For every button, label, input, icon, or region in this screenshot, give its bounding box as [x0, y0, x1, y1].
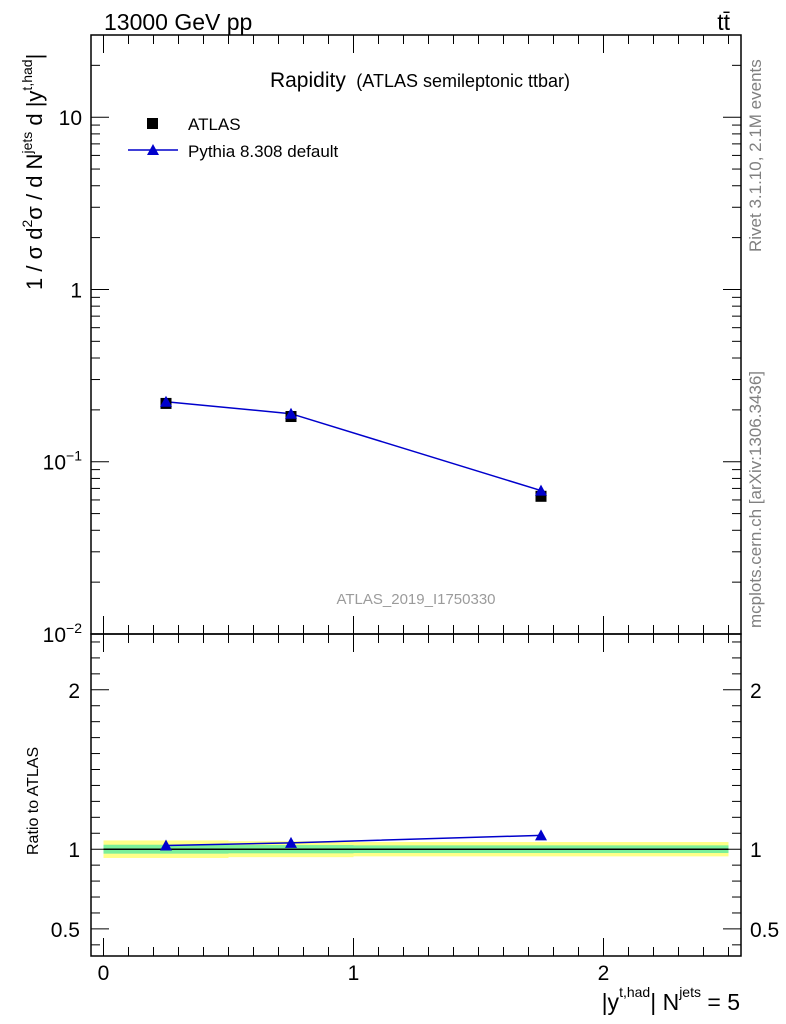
ratio-uncertainty-bands	[103, 840, 729, 858]
process-label: tt̄	[717, 9, 730, 35]
ratio-y-tick-label-right: 1	[750, 839, 762, 862]
pythia-line	[165, 400, 542, 492]
ratio-y-tick-label-right: 2	[750, 680, 762, 703]
rivet-label: Rivet 3.1.10, 2.1M events	[746, 59, 765, 252]
main-data-series	[160, 395, 547, 502]
main-axis-ticks	[91, 34, 741, 635]
ratio-y-tick-label-left: 2	[68, 680, 80, 703]
plot-title-subtitle: (ATLAS semileptonic ttbar)	[356, 71, 570, 91]
plot-title-main: Rapidity	[270, 69, 346, 92]
watermark-label: ATLAS_2019_I1750330	[336, 591, 495, 608]
pythia-point	[285, 407, 297, 419]
atlas-point	[535, 490, 547, 502]
legend: ATLAS Pythia 8.308 default	[128, 115, 339, 161]
ratio-pythia-point	[285, 836, 297, 848]
ratio-axis-ticks	[91, 634, 741, 956]
main-y-tick-label: 1	[70, 279, 82, 302]
ratio-x-tick-labels: 0 1 2	[98, 962, 610, 985]
main-y-tick-label: 10−2	[43, 620, 83, 647]
ratio-plot-panel: 2 2 1 1 0.5 0.5 0 1 2 Ratio to ATLAS |yt,had| N…	[25, 633, 779, 1015]
main-y-tick-label-base: 1	[70, 279, 82, 302]
main-y-tick-label-base: 10	[43, 624, 66, 647]
ratio-pythia-point	[535, 829, 547, 841]
ratio-y-axis-label: Ratio to ATLAS	[25, 747, 42, 855]
ratio-y-tick-label-right: 0.5	[750, 919, 779, 942]
x-axis-label: |yt,had| Njets = 5	[602, 984, 740, 1015]
legend-atlas-label: ATLAS	[188, 115, 241, 134]
energy-label: 13000 GeV pp	[104, 9, 252, 35]
ratio-plot-frame	[90, 633, 742, 957]
mcplots-label: mcplots.cern.ch [arXiv:1306.3436]	[746, 371, 765, 628]
main-y-tick-label-base: 10	[43, 452, 66, 475]
ratio-data-series	[160, 829, 547, 851]
main-y-tick-label: 10	[59, 107, 82, 130]
plot-title: Rapidity (ATLAS semileptonic ttbar)	[270, 69, 570, 92]
main-y-tick-label: 10−1	[43, 448, 83, 475]
pythia-point	[535, 484, 547, 496]
pythia-point	[160, 395, 172, 407]
legend-pythia-label: Pythia 8.308 default	[188, 142, 339, 161]
ratio-pythia-point	[160, 839, 172, 851]
main-y-tick-label-exp: −2	[66, 620, 82, 636]
legend-pythia-marker	[147, 144, 159, 155]
ratio-y-tick-label-left: 0.5	[51, 919, 80, 942]
x-tick-label: 0	[98, 962, 110, 985]
ratio-y-tick-labels: 2 2 1 1 0.5 0.5	[51, 680, 779, 942]
x-tick-label: 2	[598, 962, 610, 985]
x-tick-label: 1	[348, 962, 360, 985]
main-y-tick-label-exp: −1	[66, 448, 82, 464]
main-y-axis-label: 1 / σ d2σ / d Njets d |yt,had|	[19, 54, 47, 290]
ratio-y-tick-label-left: 1	[68, 839, 80, 862]
legend-atlas-marker	[147, 118, 158, 129]
main-y-tick-label-base: 10	[59, 107, 82, 130]
